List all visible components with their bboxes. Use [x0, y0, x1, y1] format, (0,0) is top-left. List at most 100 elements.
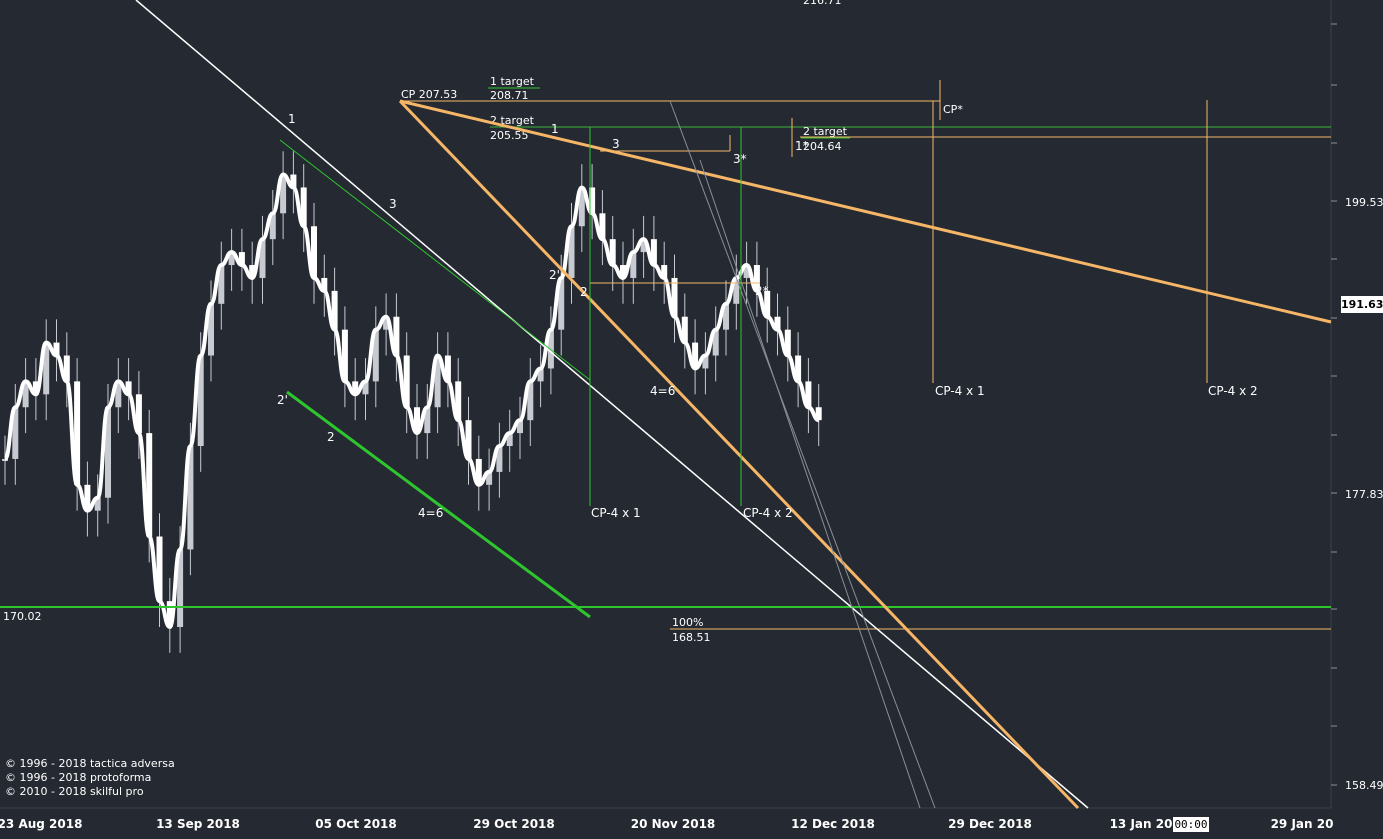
candle-body [712, 329, 719, 356]
wave-label: 2* [755, 284, 769, 298]
candle-body [805, 381, 812, 408]
candle-body [197, 355, 204, 447]
trend-line [399, 99, 1332, 324]
candle-body [764, 290, 771, 317]
trend-line [398, 99, 1080, 810]
candle-body [743, 265, 750, 278]
candle-body [208, 303, 214, 356]
level-label: 1 target [490, 75, 535, 88]
candle-body [671, 277, 678, 317]
candle-body [795, 355, 802, 382]
candle-body [269, 213, 276, 240]
candle-body [352, 381, 359, 395]
candle-body [547, 329, 554, 369]
x-tick-label: 29 Oct 2018 [473, 817, 555, 831]
level-value: 208.71 [490, 89, 529, 102]
candle-body [12, 407, 19, 459]
candle-body [311, 226, 317, 278]
wave-label: 2 [580, 285, 588, 299]
candle-body [362, 381, 369, 395]
y-tick-label: 216.71 [803, 0, 842, 7]
candle-body [280, 174, 287, 214]
candle-body [341, 329, 348, 382]
wave-label: 1 [551, 122, 559, 136]
annotation-label: CP-4 x 1 [935, 384, 985, 398]
candle-body [218, 265, 225, 304]
candle-body [784, 329, 791, 356]
annotation-label: CP-4 x 2 [743, 506, 793, 520]
wave-label: 3* [733, 152, 747, 166]
wave-label: 3 [389, 197, 397, 211]
x-tick-label: 13 Jan 20 [1110, 817, 1173, 831]
candle-body [125, 381, 132, 395]
wave-label: 4=6 [418, 506, 443, 520]
level-value: 205.55 [490, 129, 529, 142]
wave-label: 2 [327, 430, 335, 444]
candle-body [22, 381, 29, 408]
y-tick-label: 199.53 [1345, 196, 1383, 209]
y-tick-label: 177.83 [1345, 488, 1383, 501]
candle-body [753, 265, 760, 291]
level-value: 168.51 [672, 631, 711, 644]
candle-body [331, 290, 338, 330]
wave-label: 4=6 [650, 384, 675, 398]
annotation-label: CP-4 x 1 [591, 506, 641, 520]
candle-body [733, 277, 740, 304]
candle-body [455, 381, 462, 421]
candle-body [146, 433, 153, 537]
time-axis: 23 Aug 2018 13 Sep 2018 05 Oct 2018 29 Oct … [0, 817, 1333, 831]
annotation-label: CP* [943, 103, 963, 116]
x-tick-label: 20 Nov 2018 [631, 817, 716, 831]
candle-body [609, 239, 616, 266]
x-tick-label: 23 Aug 2018 [0, 817, 82, 831]
copyright-notice: © 1996 - 2018 tactica adversa © 1996 - 2… [5, 757, 175, 799]
copyright-line: © 2010 - 2018 skilful pro [5, 785, 144, 798]
trend-line [286, 390, 591, 619]
candle-body [589, 187, 596, 214]
candle-body [537, 368, 544, 382]
fan-line [669, 100, 936, 809]
candle-body [527, 381, 534, 421]
candle-body [321, 277, 328, 291]
candle-body [630, 252, 637, 278]
annotation-label: CP-4 x 2 [1208, 384, 1258, 398]
candle-body [692, 342, 699, 369]
x-tick-label: 05 Oct 2018 [315, 817, 397, 831]
candle-body [640, 239, 647, 253]
candle-body [403, 355, 410, 408]
candlestick-series [2, 151, 822, 653]
level-label: 100% [672, 616, 703, 629]
candle-body [444, 355, 451, 382]
candle-body [486, 471, 493, 485]
trend-line [279, 139, 591, 381]
x-tick-label: 29 Dec 2018 [948, 817, 1032, 831]
candle-body [156, 536, 163, 602]
candle-body [63, 355, 70, 382]
trend-line [135, 0, 1089, 809]
candle-body [650, 239, 657, 266]
wave-label: 2' [277, 393, 288, 407]
candle-body [434, 355, 441, 408]
x-tick-label: 29 Jan 20 [1271, 817, 1334, 831]
candle-body [43, 342, 50, 395]
candle-body [681, 316, 688, 343]
candle-body [383, 316, 390, 330]
level-label: 2 target [803, 125, 848, 138]
candle-body [290, 174, 297, 188]
candle-body [517, 420, 523, 434]
level-value: 204.64 [803, 140, 842, 153]
fan-line [699, 159, 921, 809]
copyright-line: © 1996 - 2018 protoforma [5, 771, 152, 784]
candle-body [661, 265, 668, 278]
smoothed-price-line [3, 172, 820, 630]
candle-body [414, 407, 420, 434]
candle-body [774, 316, 781, 330]
candle-body [238, 252, 245, 266]
wave-label: 2' [549, 268, 560, 282]
candle-body [465, 420, 472, 459]
wave-label: 1 [288, 112, 296, 126]
candle-body [424, 407, 431, 434]
price-axis: 216.71 199.53 177.83 158.49 [803, 0, 1383, 792]
